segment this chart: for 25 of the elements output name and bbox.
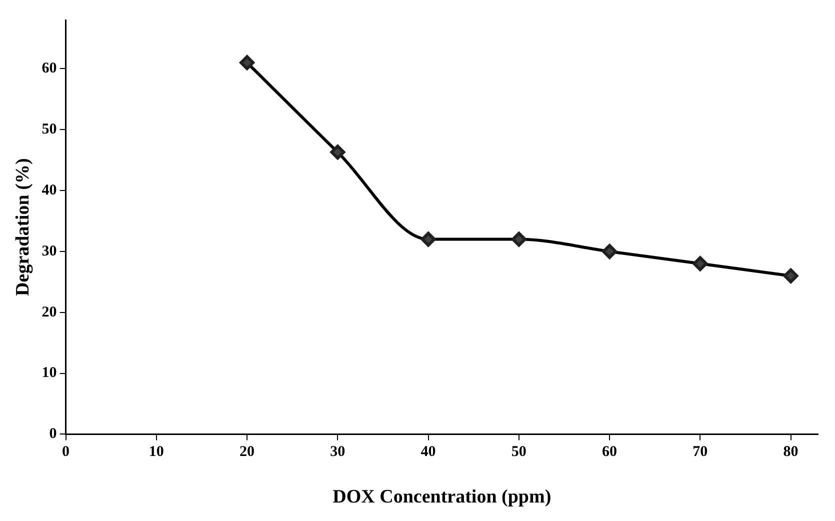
y-tick-label: 0 — [49, 426, 57, 442]
y-tick-label: 40 — [42, 182, 57, 198]
y-tick-label: 20 — [42, 304, 57, 320]
point — [330, 144, 346, 160]
point — [602, 244, 618, 259]
x-tick-label: 10 — [148, 444, 164, 460]
point — [692, 256, 708, 272]
point — [783, 268, 798, 284]
x-tick-label: 50 — [511, 444, 526, 460]
y-axis-title: Degradation (%) — [12, 158, 34, 296]
y-tick-label: 30 — [42, 243, 57, 260]
x-tick-label: 80 — [783, 444, 798, 460]
x-tick-label: 40 — [420, 444, 436, 460]
y-tick-label: 10 — [42, 365, 57, 382]
y-tick-label: 60 — [42, 60, 57, 77]
x-tick-label: 60 — [602, 444, 618, 460]
x-tick-label: 20 — [240, 444, 255, 460]
x-tick-label: 30 — [330, 444, 346, 460]
point — [511, 232, 526, 247]
x-axis-title: DOX Concentration (ppm) — [332, 486, 552, 508]
x-tick-label: 0 — [62, 444, 70, 460]
x-tick-label: 70 — [692, 444, 708, 460]
point — [240, 55, 255, 70]
y-tick-label: 50 — [42, 122, 57, 138]
point — [420, 232, 436, 247]
